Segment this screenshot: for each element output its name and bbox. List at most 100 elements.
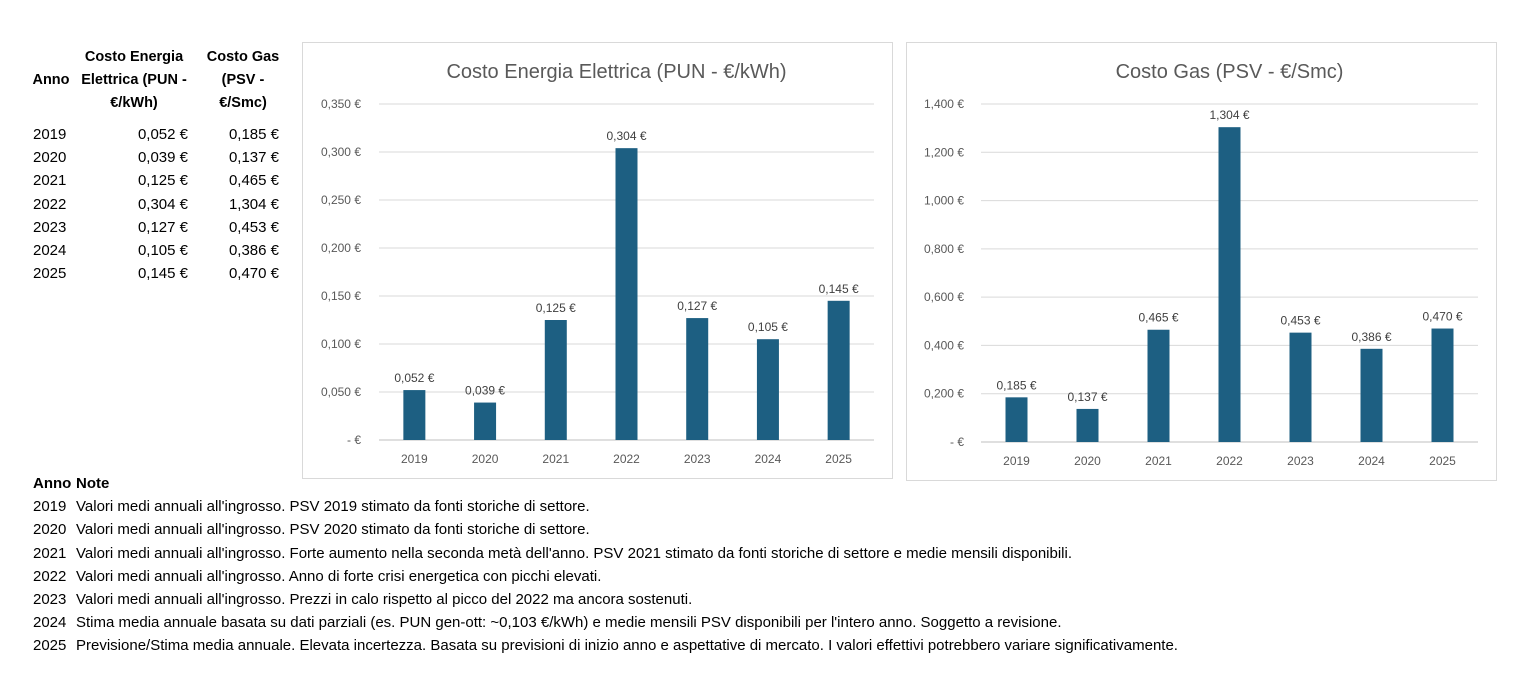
bar-2025	[827, 300, 850, 440]
x-tick-label: 2025	[825, 452, 852, 466]
table-cell-elec: 0,145 €	[137, 265, 188, 283]
table-cell-gas: 0,185 €	[228, 126, 279, 143]
header-year: Anno	[32, 72, 70, 88]
y-tick-label: 0,250 €	[321, 193, 361, 207]
x-tick-label: 2020	[472, 452, 499, 466]
note-year: 2020	[33, 521, 67, 539]
table-cell-elec: 0,127 €	[137, 218, 188, 236]
bar-2023	[686, 318, 709, 440]
x-tick-label: 2022	[1216, 454, 1243, 468]
x-tick-label: 2024	[1358, 454, 1385, 468]
header-gas-line: Costo Gas	[206, 49, 280, 65]
note-year: 2021	[33, 544, 67, 562]
data-label: 1,304 €	[1209, 108, 1249, 122]
x-tick-label: 2021	[1145, 454, 1172, 468]
header-gas-line: (PSV -	[221, 72, 265, 88]
header-elec: Costo Energia Elettrica (PUN - €/kWh)	[74, 46, 194, 115]
data-label: 0,470 €	[1422, 310, 1462, 324]
x-tick-label: 2023	[1287, 454, 1314, 468]
table-cell-year: 2025	[33, 265, 67, 283]
bar-2024	[1360, 348, 1383, 442]
y-tick-label: 0,200 €	[924, 387, 964, 401]
table-cell-gas: 0,386 €	[228, 242, 279, 259]
note-text: Stima media annuale basata su dati parzi…	[76, 614, 1062, 632]
bar-2021	[544, 320, 567, 440]
notes-header-year: Anno	[33, 475, 72, 492]
y-tick-label: - €	[950, 435, 964, 449]
note-text: Valori medi annuali all'ingrosso. PSV 20…	[76, 521, 590, 539]
data-label: 0,125 €	[536, 301, 576, 315]
y-tick-label: 0,600 €	[924, 290, 964, 304]
data-label: 0,127 €	[677, 299, 717, 313]
y-tick-label: 0,300 €	[321, 145, 361, 159]
table-cell-year: 2024	[33, 242, 67, 259]
chart-gas: Costo Gas (PSV - €/Smc) - € 0,200 € 0,400 €…	[906, 42, 1497, 481]
y-tick-label: 0,800 €	[924, 242, 964, 256]
table-cell-year: 2021	[33, 172, 67, 190]
table-cell-gas: 0,470 €	[228, 265, 279, 283]
note-row: 2024 Stima media annuale basata su dati p…	[33, 611, 1178, 634]
y-tick-label: 0,150 €	[321, 289, 361, 303]
y-tick-label: 1,000 €	[924, 194, 964, 208]
y-tick-label: 0,400 €	[924, 338, 964, 352]
y-tick-label: 0,200 €	[321, 241, 361, 255]
note-year: 2023	[33, 590, 67, 608]
data-label: 0,304 €	[606, 129, 646, 143]
note-text: Valori medi annuali all'ingrosso. PSV 20…	[76, 498, 590, 516]
x-tick-label: 2019	[1003, 454, 1030, 468]
table-cell-elec: 0,039 €	[137, 149, 188, 167]
x-tick-label: 2020	[1074, 454, 1101, 468]
chart-gas-svg: Costo Gas (PSV - €/Smc) - € 0,200 € 0,400 €…	[924, 61, 1478, 468]
table-cell-gas: 0,137 €	[228, 149, 279, 167]
data-label: 0,185 €	[996, 378, 1036, 392]
x-tick-label: 2025	[1429, 454, 1456, 468]
table-cell-elec: 0,125 €	[137, 172, 188, 190]
note-row: 2020 Valori medi annuali all'ingrosso. PS…	[33, 518, 1178, 541]
data-label: 0,465 €	[1138, 311, 1178, 325]
header-elec-line: €/kWh)	[110, 95, 158, 111]
table-cell-gas: 1,304 €	[228, 195, 279, 213]
notes-header-note: Note	[76, 475, 110, 492]
table-cell-elec: 0,105 €	[137, 242, 188, 259]
header-gas-line: €/Smc)	[219, 95, 267, 111]
table-cell-elec: 0,304 €	[137, 195, 188, 213]
bar-2023	[1289, 332, 1312, 442]
chart-title: Costo Energia Elettrica (PUN - €/kWh)	[446, 61, 786, 83]
table-cell-year: 2019	[33, 126, 67, 143]
note-year: 2019	[33, 498, 67, 516]
y-tick-label: - €	[347, 433, 361, 447]
note-year: 2025	[33, 637, 67, 655]
y-tick-label: 0,050 €	[321, 385, 361, 399]
note-text: Valori medi annuali all'ingrosso. Anno d…	[76, 567, 602, 585]
y-tick-label: 1,400 €	[924, 97, 964, 111]
chart-electricity-svg: Costo Energia Elettrica (PUN - €/kWh) - €…	[321, 61, 874, 466]
data-label: 0,052 €	[394, 371, 434, 385]
bar-2020	[1076, 408, 1099, 442]
bar-2024	[756, 339, 779, 440]
data-label: 0,145 €	[819, 282, 859, 296]
x-tick-label: 2024	[755, 452, 782, 466]
note-row: 2021 Valori medi annuali all'ingrosso. Fo…	[33, 542, 1178, 565]
note-row: 2022 Valori medi annuali all'ingrosso. An…	[33, 565, 1178, 588]
notes-header: Anno Note	[33, 472, 1178, 495]
data-label: 0,039 €	[465, 384, 505, 398]
bar-2021	[1147, 329, 1170, 442]
notes-section: Anno Note 2019 Valori medi annuali all'ing…	[33, 472, 1178, 658]
bar-2020	[474, 402, 497, 440]
note-row: 2025 Previsione/Stima media annuale. Elev…	[33, 634, 1178, 657]
bar-2019	[1005, 397, 1028, 442]
bar-2025	[1431, 328, 1454, 442]
table-cell-year: 2022	[33, 195, 67, 213]
x-tick-label: 2021	[542, 452, 569, 466]
note-row: 2023 Valori medi annuali all'ingrosso. Pr…	[33, 588, 1178, 611]
note-text: Valori medi annuali all'ingrosso. Forte …	[76, 544, 1072, 562]
y-tick-label: 0,350 €	[321, 97, 361, 111]
header-gas: Costo Gas (PSV - €/Smc)	[198, 46, 288, 115]
notes-body: 2019 Valori medi annuali all'ingrosso. PS…	[33, 495, 1178, 657]
chart-electricity: Costo Energia Elettrica (PUN - €/kWh) - €…	[302, 42, 893, 479]
table-cell-year: 2020	[33, 149, 67, 167]
table-cell-gas: 0,453 €	[228, 218, 279, 236]
y-tick-label: 1,200 €	[924, 145, 964, 159]
x-tick-label: 2019	[401, 452, 428, 466]
note-row: 2019 Valori medi annuali all'ingrosso. PS…	[33, 495, 1178, 518]
